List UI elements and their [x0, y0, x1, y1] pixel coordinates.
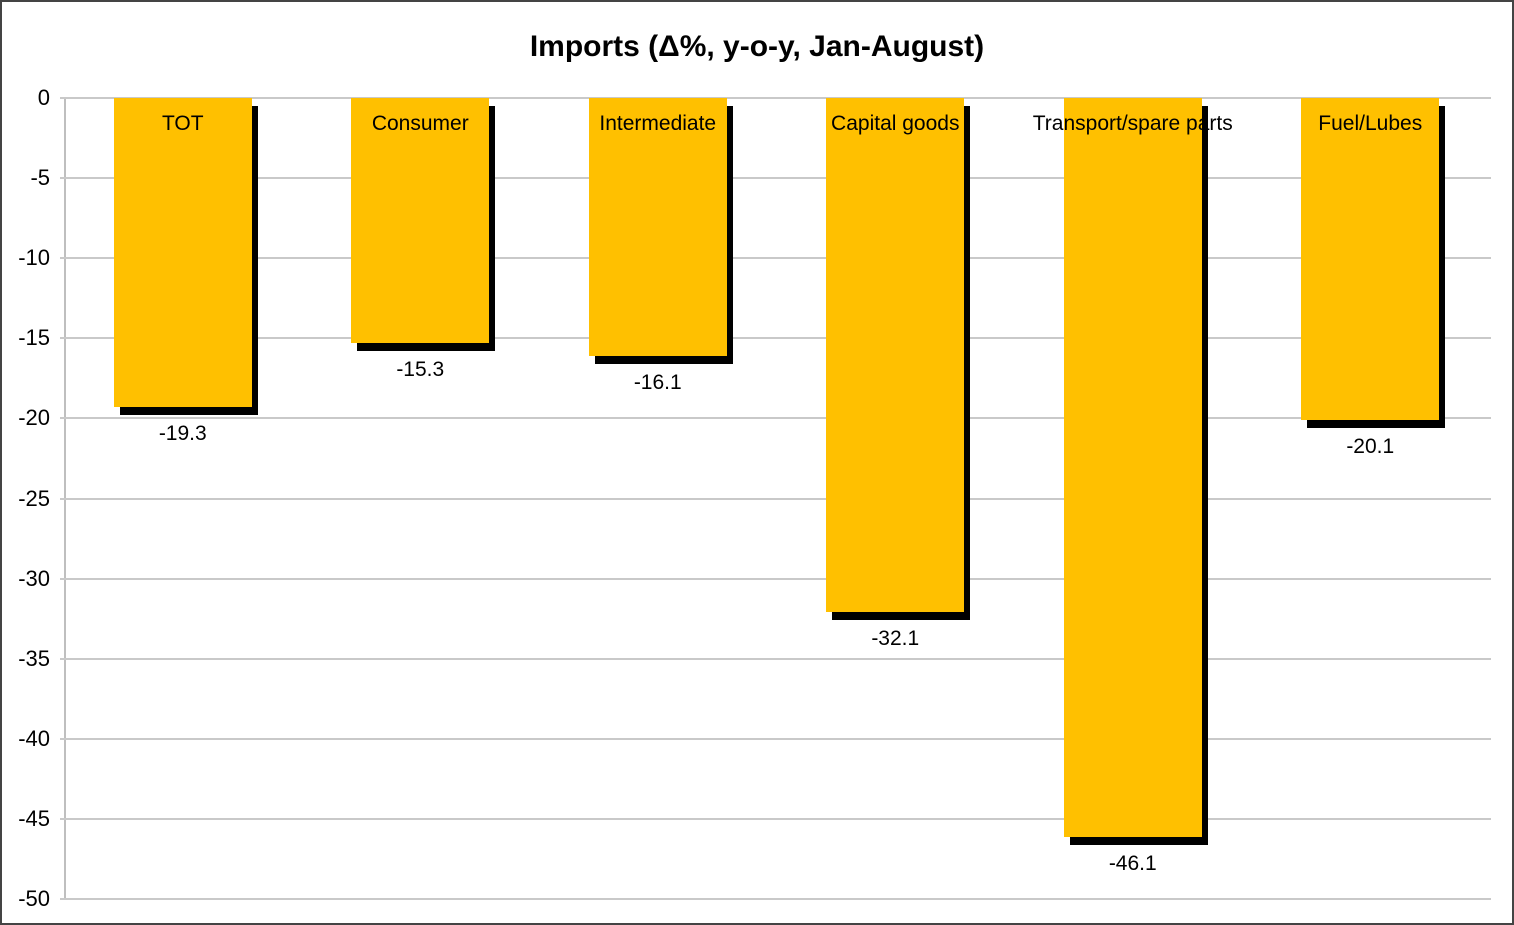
bar-capital-goods: Capital goods -32.1: [826, 98, 965, 650]
y-tick-label: -10: [18, 245, 50, 271]
bar-intermediate: Intermediate -16.1: [588, 98, 727, 394]
bar-category-label: Transport/spare parts: [1032, 112, 1233, 135]
bar-category-label: Capital goods: [831, 112, 960, 135]
chart-title: Imports (Δ%, y-o-y, Jan-August): [529, 30, 985, 63]
y-tick-label: -45: [18, 805, 50, 831]
gridline: [60, 657, 1491, 660]
gridline: [60, 817, 1491, 820]
bar-tot: TOT -19.3: [113, 98, 252, 445]
y-tick-label: -30: [18, 565, 50, 591]
gridline: [60, 337, 1491, 340]
gridline: [60, 257, 1491, 260]
y-tick-label: -25: [18, 485, 50, 511]
bar-transport-spare-parts: Transport/spare parts -46.1: [1033, 98, 1233, 875]
gridline: [60, 497, 1491, 500]
y-tick-label: -5: [30, 165, 50, 191]
y-tick-label: -15: [18, 325, 50, 351]
bar-category-label: Fuel/Lubes: [1318, 112, 1423, 135]
y-tick-label: -50: [18, 886, 50, 911]
gridline: [60, 97, 1491, 99]
bar-category-label: TOT: [161, 112, 204, 135]
bar-value-label: -16.1: [633, 370, 682, 394]
bar-value-label: -20.1: [1346, 435, 1395, 458]
bar-value-label: -32.1: [871, 627, 920, 651]
gridline: [60, 177, 1491, 180]
bar-consumer: Consumer -15.3: [351, 98, 490, 381]
y-tick-label: 0: [37, 85, 50, 110]
gridline: [60, 898, 1491, 900]
y-tick-label: -40: [18, 725, 50, 751]
bar-value-label: -19.3: [158, 422, 207, 446]
bar-value-label: -15.3: [396, 358, 445, 382]
gridline: [60, 577, 1491, 580]
bar-category-label: Consumer: [371, 112, 469, 135]
bar-fuel-lubes: Fuel/Lubes -20.1: [1301, 98, 1440, 458]
y-tick-label: -20: [18, 405, 50, 431]
y-tick-label: -35: [18, 645, 50, 671]
bar-value-label: -46.1: [1108, 851, 1157, 875]
plot-area: [60, 97, 1491, 900]
gridline: [60, 417, 1491, 420]
bar-category-label: Intermediate: [599, 112, 717, 135]
gridline: [60, 737, 1491, 740]
